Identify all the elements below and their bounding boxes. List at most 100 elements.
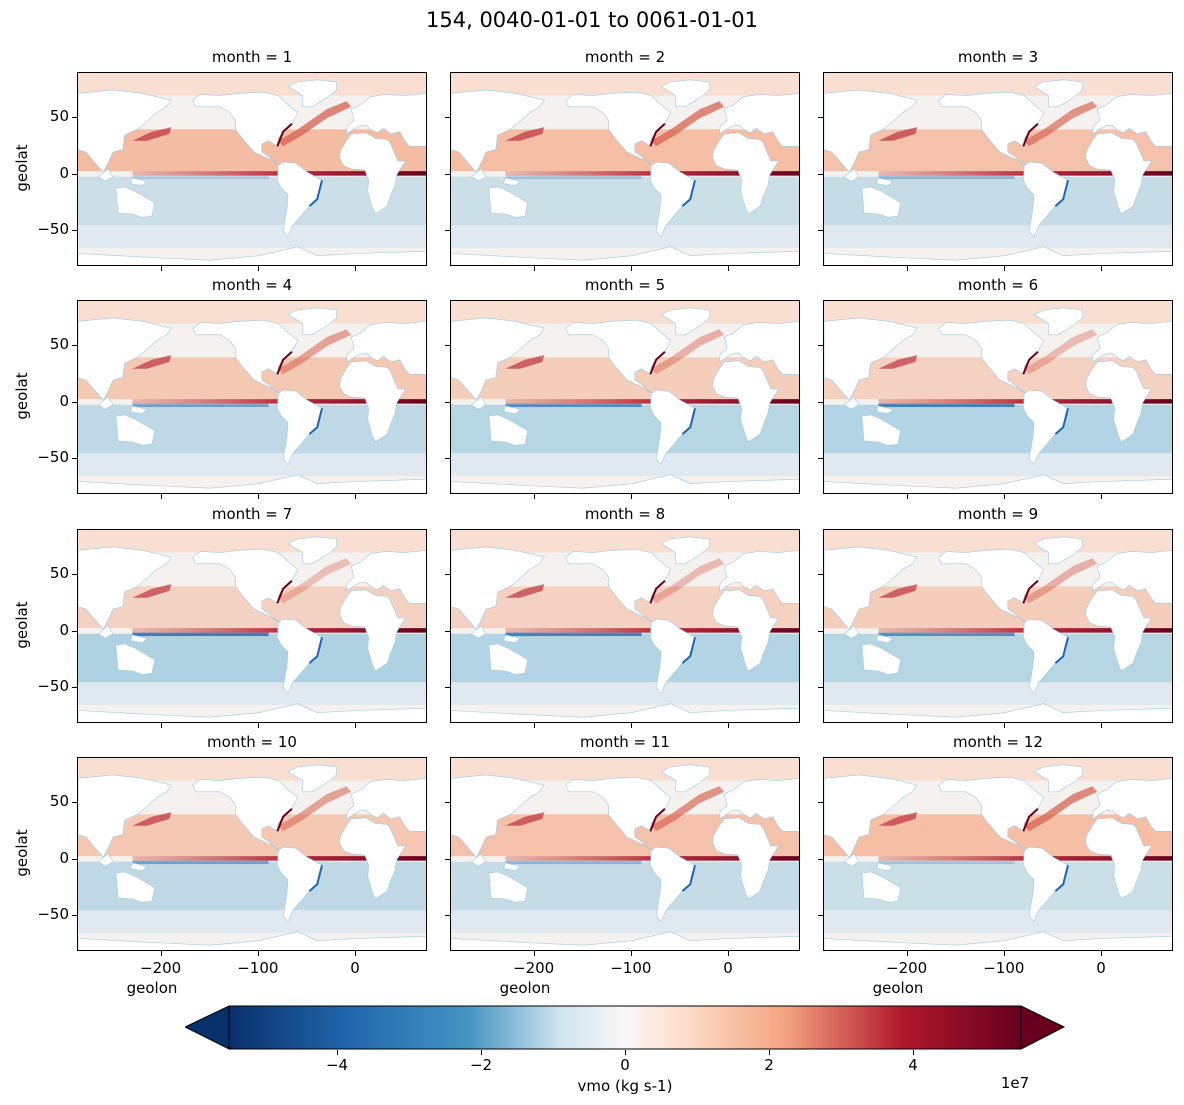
y-tick-label: 0 <box>59 848 69 867</box>
colorbar-tick-label: 4 <box>908 1056 918 1074</box>
landmass <box>488 186 529 218</box>
landmass <box>565 91 672 166</box>
equatorial-negative-band <box>878 632 1015 637</box>
landmass <box>1091 550 1172 604</box>
equatorial-negative-band <box>878 403 1015 408</box>
brazil-current-edge <box>681 407 696 435</box>
landmass <box>861 643 902 675</box>
map-panel <box>450 72 800 266</box>
arctic-field <box>78 73 426 96</box>
landmass <box>649 618 696 695</box>
landmass <box>97 168 114 182</box>
landmass <box>78 546 172 630</box>
landmass <box>938 319 1045 394</box>
gulf-stream-edge <box>1022 808 1039 832</box>
panel-title: month = 3 <box>957 48 1039 66</box>
landmass <box>130 405 148 415</box>
y-axis-label: geolat <box>13 144 31 192</box>
y-tick-label: −50 <box>37 904 69 923</box>
southern-ocean-field <box>451 225 799 248</box>
landmass <box>130 862 148 872</box>
landmass <box>451 703 799 722</box>
north-atlantic-current <box>651 558 725 604</box>
x-tick-mark <box>1003 951 1005 956</box>
north-atlantic-current <box>278 786 352 832</box>
landmass <box>503 405 521 415</box>
colorbar-tick-mark <box>481 1050 482 1055</box>
landmass <box>565 319 672 394</box>
heatmap-field <box>824 758 1172 950</box>
colorbar-tick-mark <box>769 1050 770 1055</box>
landmass <box>470 396 487 410</box>
map-panel <box>823 529 1173 723</box>
landmass <box>276 618 323 695</box>
brazil-current-edge <box>1054 864 1069 892</box>
x-tick-mark <box>728 723 730 728</box>
landmass <box>78 317 172 401</box>
southern-ocean-field <box>824 225 1172 248</box>
x-tick-label: −200 <box>513 959 555 977</box>
landmass <box>824 89 918 173</box>
equatorial-negative-band <box>505 175 642 180</box>
kuroshio-current <box>132 127 172 141</box>
y-tick-mark <box>72 117 77 119</box>
landmass <box>876 405 894 415</box>
arctic-field <box>451 530 799 553</box>
x-tick-mark <box>906 951 908 956</box>
x-axis-label: geolon <box>499 979 551 997</box>
x-tick-label: 0 <box>723 959 733 977</box>
landmass <box>115 871 156 903</box>
brazil-current-edge <box>1054 179 1069 207</box>
landmass <box>503 862 521 872</box>
heatmap-field <box>451 530 799 722</box>
heatmap-field <box>824 530 1172 722</box>
y-tick-mark <box>72 401 77 403</box>
kuroshio-current <box>132 584 172 598</box>
landmass <box>192 91 299 166</box>
x-tick-mark <box>630 494 632 499</box>
landmass <box>470 168 487 182</box>
colorbar-multiplier: 1e7 <box>1000 1074 1030 1092</box>
landmass <box>451 931 799 950</box>
north-atlantic-current <box>651 786 725 832</box>
landmass <box>488 414 529 446</box>
heatmap-field <box>824 301 1172 493</box>
landmass <box>861 871 902 903</box>
x-tick-mark <box>257 723 259 728</box>
landmass <box>339 132 407 215</box>
landmass <box>660 764 710 793</box>
landmass <box>712 360 780 443</box>
landmass <box>488 643 529 675</box>
north-atlantic-current <box>1024 786 1098 832</box>
equatorial-negative-band <box>132 632 269 637</box>
map-panel <box>77 300 427 494</box>
landmass <box>78 246 426 265</box>
y-tick-mark <box>445 574 450 576</box>
x-tick-mark <box>1101 266 1103 271</box>
landmass <box>843 168 860 182</box>
kuroshio-current <box>878 584 918 598</box>
landmass <box>276 389 323 466</box>
x-tick-mark <box>1101 494 1103 499</box>
arctic-field <box>824 73 1172 96</box>
x-tick-label: −100 <box>610 959 652 977</box>
landmass <box>660 307 710 336</box>
southern-ocean-field <box>78 453 426 476</box>
landmass <box>451 474 799 493</box>
gulf-stream-edge <box>276 123 293 147</box>
southern-ocean-field <box>824 682 1172 705</box>
landmass <box>876 177 894 187</box>
x-tick-mark <box>906 266 908 271</box>
x-tick-mark <box>533 951 535 956</box>
x-tick-label: −100 <box>237 959 279 977</box>
x-tick-mark <box>257 266 259 271</box>
y-axis-label: geolat <box>13 829 31 877</box>
y-tick-mark <box>445 686 450 688</box>
x-tick-label: −200 <box>886 959 928 977</box>
landmass <box>78 931 426 950</box>
brazil-current-edge <box>308 636 323 664</box>
landmass <box>192 319 299 394</box>
landmass <box>470 853 487 867</box>
y-tick-mark <box>72 574 77 576</box>
landmass <box>824 317 918 401</box>
